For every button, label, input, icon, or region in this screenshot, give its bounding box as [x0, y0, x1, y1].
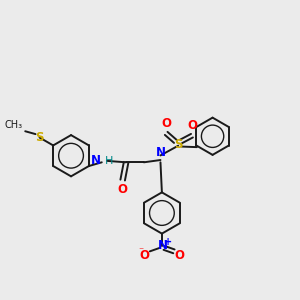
Text: O: O [118, 184, 128, 196]
Text: N: N [155, 146, 166, 159]
Text: S: S [35, 131, 44, 144]
Text: ⁻: ⁻ [138, 246, 143, 256]
Text: N: N [158, 239, 168, 252]
Text: O: O [140, 249, 150, 262]
Text: S: S [174, 138, 182, 151]
Text: H: H [105, 156, 113, 166]
Text: +: + [164, 237, 172, 247]
Text: O: O [174, 249, 184, 262]
Text: O: O [161, 117, 171, 130]
Text: N: N [91, 154, 101, 167]
Text: CH₃: CH₃ [4, 120, 22, 130]
Text: O: O [188, 119, 197, 132]
